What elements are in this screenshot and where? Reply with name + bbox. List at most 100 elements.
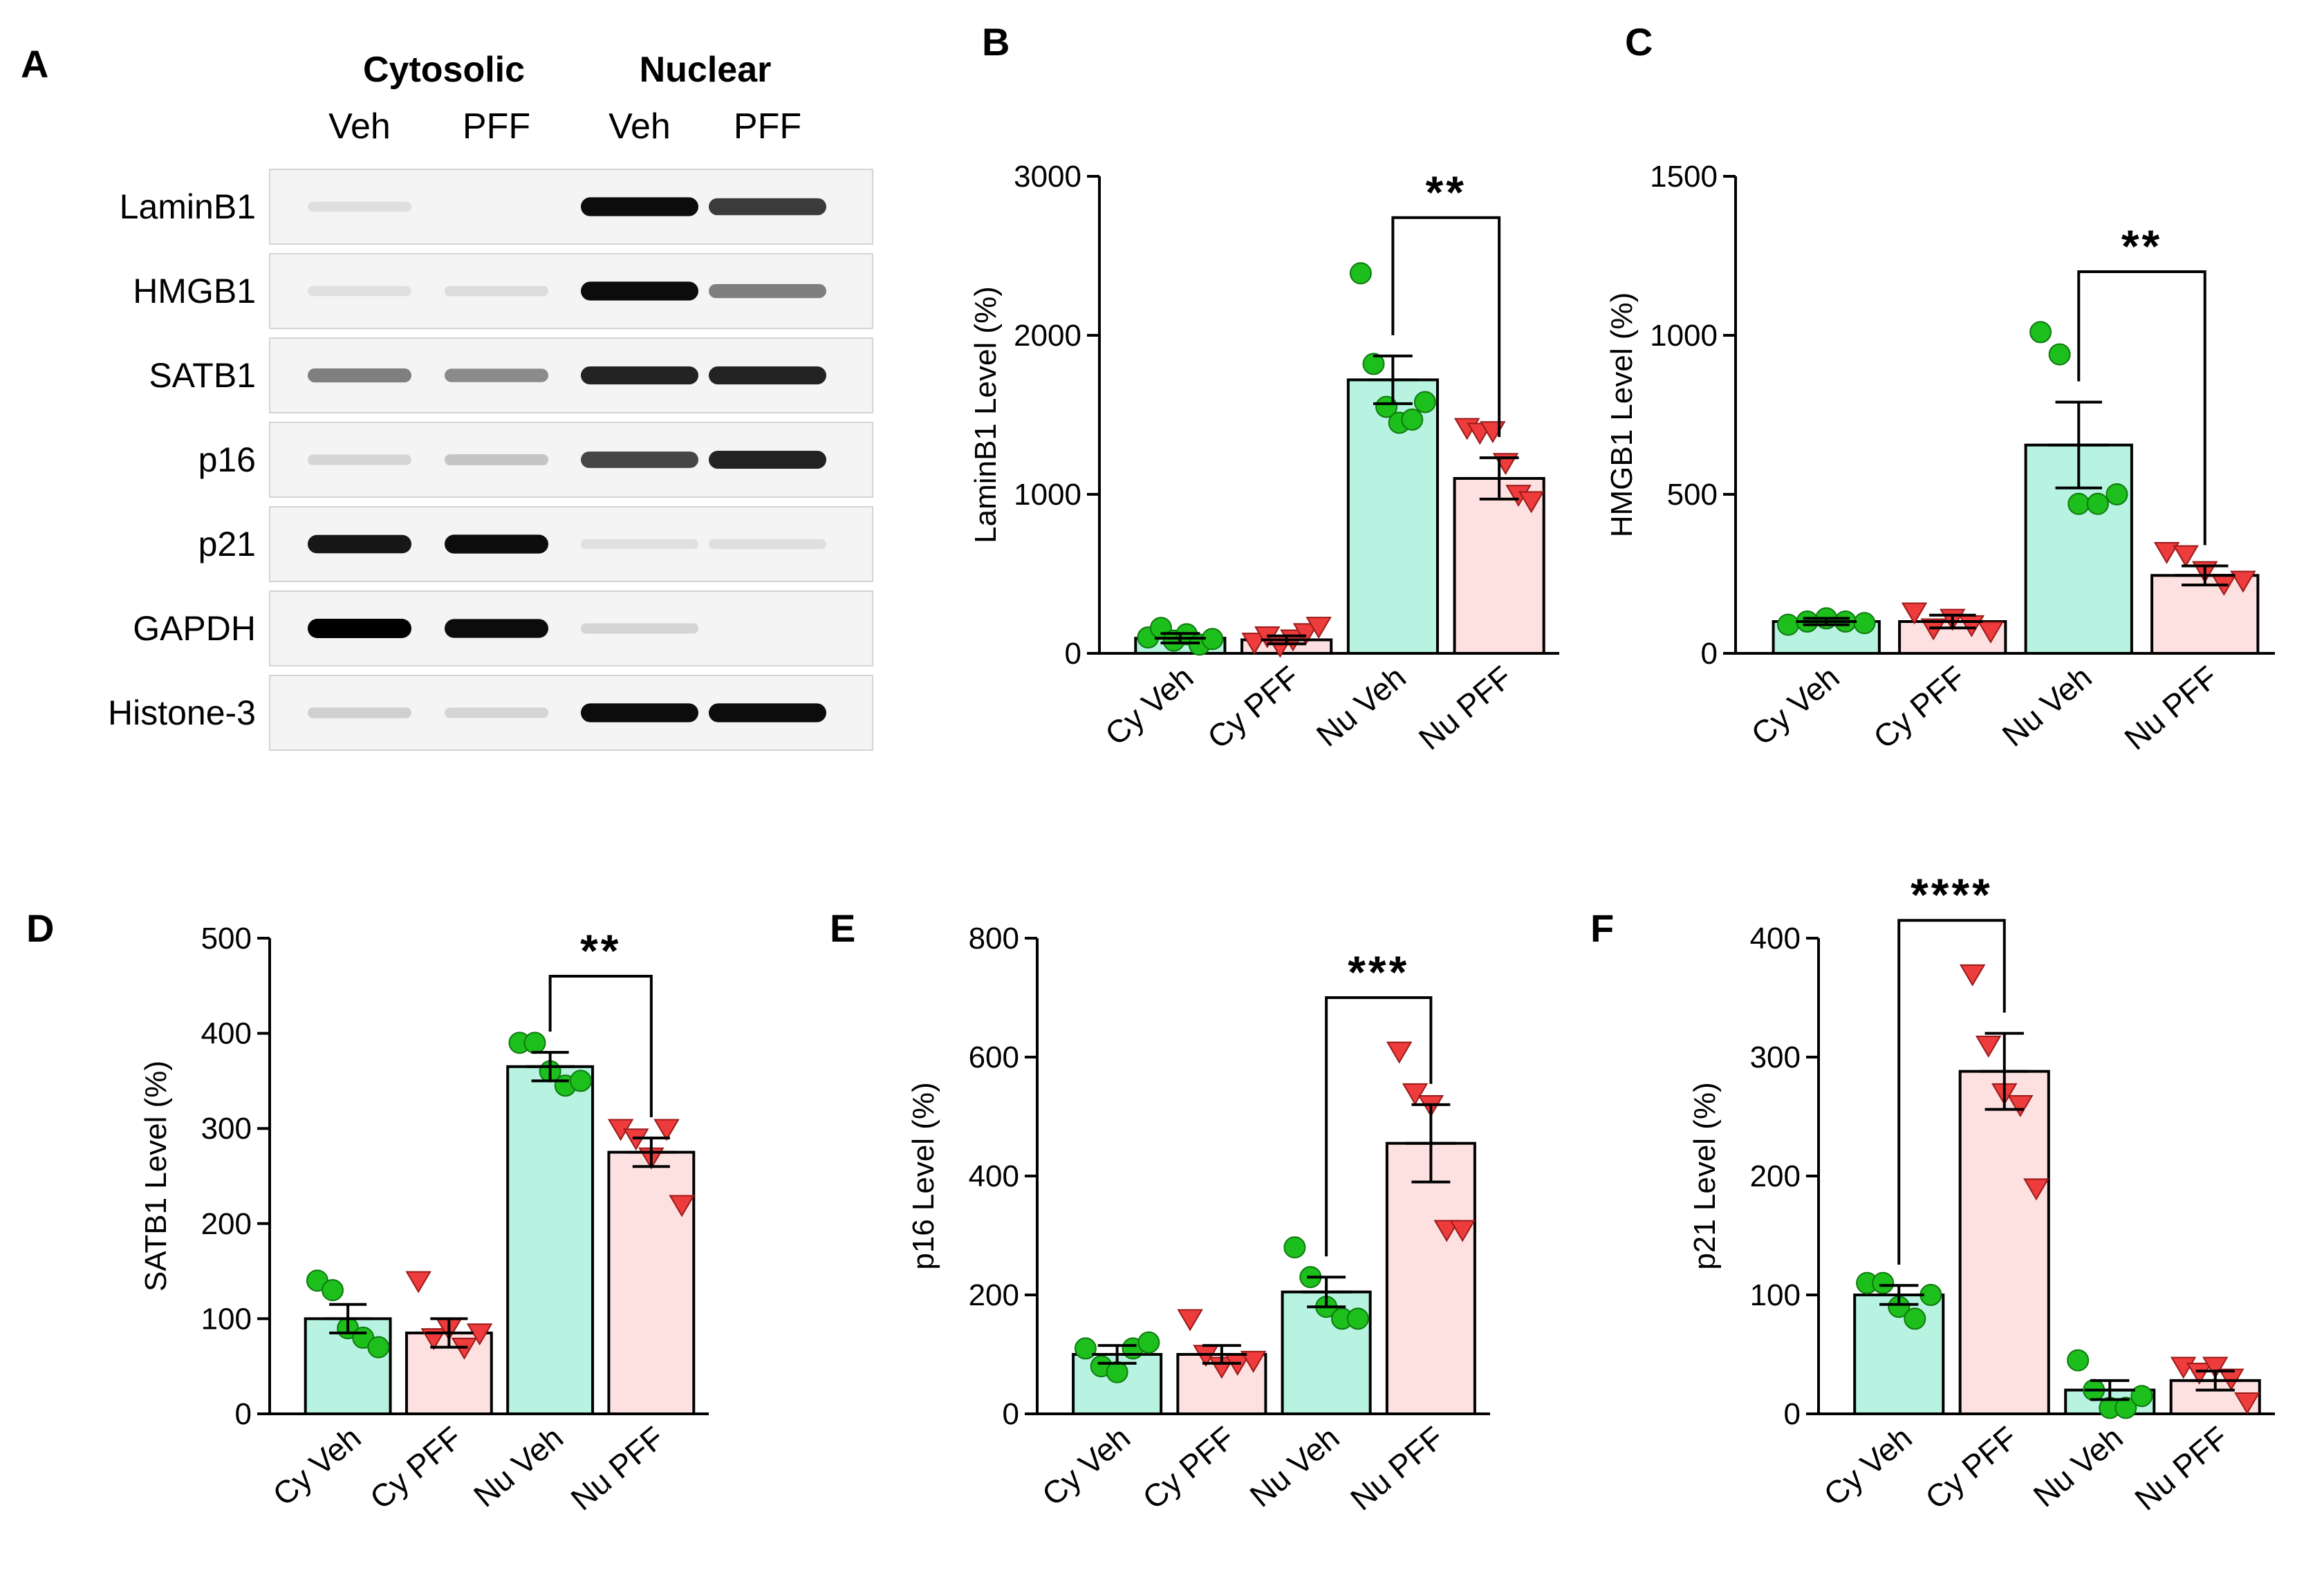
western-blot-panel: A Cytosolic Nuclear Veh PFF Veh PFF Lami… bbox=[21, 42, 873, 751]
data-point bbox=[1904, 1307, 1926, 1330]
blot-band bbox=[308, 286, 411, 297]
data-point bbox=[2023, 1178, 2049, 1201]
data-point bbox=[2173, 545, 2199, 568]
data-point bbox=[569, 1070, 592, 1092]
blot-row-laminb1: LaminB1 bbox=[120, 169, 873, 245]
data-point bbox=[2153, 542, 2180, 564]
y-tick-label: 400 bbox=[201, 1017, 252, 1051]
data-point bbox=[653, 1119, 680, 1141]
significance-bracket bbox=[1391, 216, 1501, 438]
blot-band bbox=[308, 201, 411, 212]
blot-band bbox=[581, 539, 698, 550]
blot-row-hmgb1: HMGB1 bbox=[133, 253, 873, 329]
blot-band bbox=[709, 539, 826, 550]
data-point bbox=[2234, 1392, 2260, 1415]
blot-band bbox=[308, 454, 411, 465]
blot-row-label: p21 bbox=[198, 525, 256, 563]
blot-band bbox=[581, 623, 698, 634]
y-tick-label: 0 bbox=[1065, 637, 1081, 671]
data-point bbox=[1241, 633, 1267, 655]
significance-label: ** bbox=[2121, 221, 2162, 272]
y-axis-label: LaminB1 Level (%) bbox=[969, 286, 1003, 543]
data-point bbox=[1349, 262, 1372, 285]
significance-label: *** bbox=[1348, 946, 1409, 998]
data-point bbox=[1975, 1036, 2002, 1058]
x-tick-label: Cy PFF bbox=[1200, 659, 1306, 756]
y-tick-label: 200 bbox=[1750, 1159, 1801, 1193]
bar-nu-pff bbox=[1385, 1141, 1476, 1415]
x-tick-label: Cy PFF bbox=[363, 1419, 469, 1516]
y-tick-label: 0 bbox=[1701, 637, 1718, 671]
significance-bracket bbox=[1325, 996, 1433, 1257]
y-tick-label: 100 bbox=[1750, 1278, 1801, 1312]
x-tick-label: Nu PFF bbox=[2128, 1419, 2235, 1518]
blot-row-label: LaminB1 bbox=[120, 187, 256, 226]
y-tick-label: 500 bbox=[1667, 478, 1718, 512]
blot-band bbox=[445, 707, 548, 718]
significance-label: ** bbox=[1426, 167, 1467, 218]
data-point bbox=[1074, 1337, 1097, 1360]
blot-band bbox=[308, 619, 411, 638]
data-point bbox=[1137, 1331, 1160, 1354]
blot-band bbox=[308, 707, 411, 718]
chart-c: C 0 500 1000 1500 HMGB1 Level (%) Cy Veh Cy PFF… bbox=[1605, 20, 2275, 757]
blot-band bbox=[308, 368, 411, 383]
x-tick-label: Cy PFF bbox=[1135, 1419, 1241, 1516]
data-point bbox=[1106, 1361, 1128, 1383]
data-point bbox=[523, 1032, 546, 1054]
data-point bbox=[1901, 602, 1928, 625]
blot-row-label: HMGB1 bbox=[133, 272, 256, 310]
blot-band bbox=[308, 534, 411, 554]
x-tick-label: Nu Veh bbox=[467, 1419, 570, 1514]
blot-band bbox=[445, 454, 548, 466]
x-tick-label: Nu PFF bbox=[2117, 659, 2224, 757]
data-point bbox=[1413, 391, 1436, 413]
lane-label-cy-veh: Veh bbox=[328, 106, 391, 147]
panel-label: C bbox=[1625, 20, 1653, 64]
blot-row-label: GAPDH bbox=[133, 609, 256, 648]
data-point bbox=[466, 1323, 493, 1346]
data-point bbox=[2230, 570, 2256, 593]
blot-row-label: Histone-3 bbox=[108, 693, 256, 732]
y-axis-label: SATB1 Level (%) bbox=[139, 1061, 173, 1291]
y-tick-label: 500 bbox=[201, 922, 252, 955]
data-point bbox=[2186, 1363, 2213, 1385]
panel-label-a: A bbox=[21, 42, 48, 86]
blot-band bbox=[445, 534, 548, 554]
x-tick-label: Nu PFF bbox=[1412, 659, 1519, 757]
x-tick-label: Cy Veh bbox=[1035, 1419, 1137, 1513]
x-tick-label: Nu PFF bbox=[564, 1419, 671, 1518]
y-tick-label: 0 bbox=[1784, 1397, 1801, 1431]
blot-band bbox=[709, 366, 826, 384]
data-point bbox=[1177, 1309, 1203, 1332]
data-point bbox=[1433, 1220, 1460, 1242]
data-point bbox=[1240, 1350, 1267, 1373]
blot-row-histone-3: Histone-3 bbox=[108, 675, 873, 751]
blot-band bbox=[709, 451, 826, 469]
data-point bbox=[1346, 1307, 1369, 1330]
data-point bbox=[2007, 1095, 2034, 1117]
y-axis-label: p21 Level (%) bbox=[1688, 1082, 1722, 1269]
blot-band bbox=[581, 197, 698, 216]
y-tick-label: 1000 bbox=[1014, 478, 1081, 512]
data-point bbox=[1362, 353, 1385, 375]
data-point bbox=[1283, 1236, 1306, 1259]
y-tick-label: 100 bbox=[201, 1302, 252, 1336]
data-point bbox=[1449, 1220, 1476, 1242]
blot-band bbox=[445, 368, 548, 382]
blot-band bbox=[709, 283, 826, 299]
y-tick-label: 0 bbox=[235, 1397, 252, 1431]
blot-row-p21: p21 bbox=[198, 506, 873, 582]
panel-label: F bbox=[1590, 906, 1614, 950]
data-point bbox=[1401, 408, 1424, 431]
data-point bbox=[2130, 1385, 2153, 1408]
data-point bbox=[1853, 612, 1876, 635]
significance-bracket bbox=[548, 975, 653, 1117]
lane-label-nu-pff: PFF bbox=[734, 106, 801, 147]
blot-band bbox=[445, 286, 548, 297]
y-tick-label: 200 bbox=[201, 1207, 252, 1241]
blot-row-label: SATB1 bbox=[149, 356, 256, 395]
blot-band bbox=[581, 366, 698, 384]
chart-b: B 0 1000 2000 3000 LaminB1 Level (%) Cy Veh Cy … bbox=[969, 20, 1559, 757]
